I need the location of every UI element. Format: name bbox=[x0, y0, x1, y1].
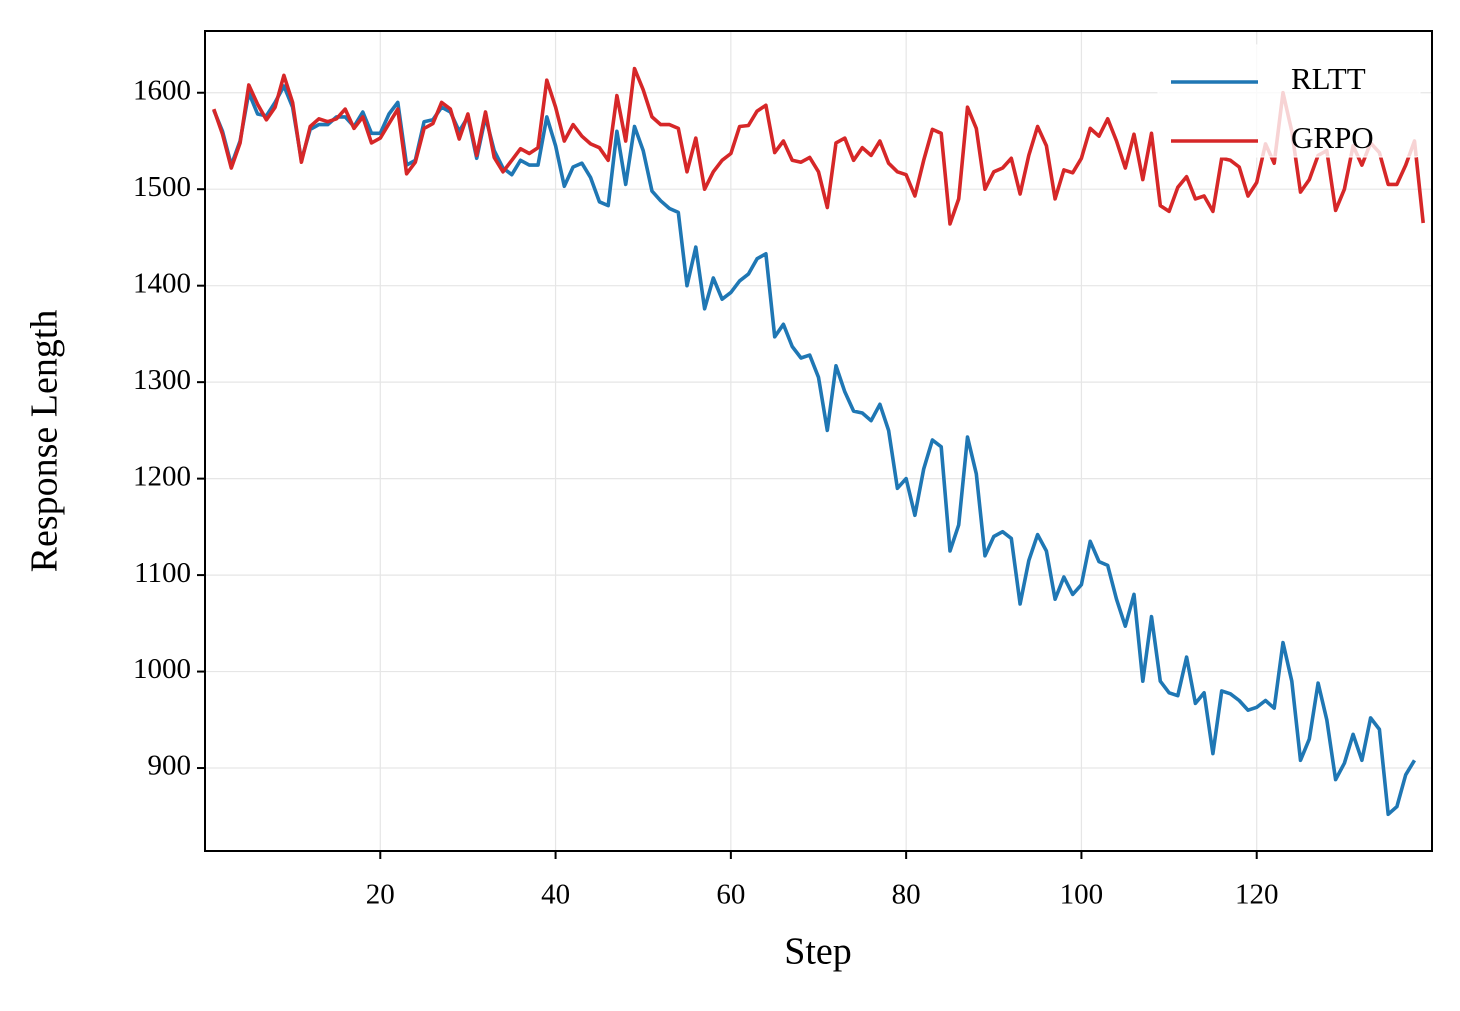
legend-box bbox=[1157, 44, 1421, 158]
x-tick-label: 60 bbox=[716, 879, 745, 911]
x-tick-label: 80 bbox=[892, 879, 921, 911]
y-tick-label: 1000 bbox=[133, 653, 191, 685]
plot-frame bbox=[204, 30, 1433, 852]
x-tick-label: 120 bbox=[1235, 879, 1279, 911]
y-axis-label: Response Length bbox=[24, 310, 66, 573]
y-tick-label: 900 bbox=[148, 750, 192, 782]
line-series bbox=[212, 84, 1417, 817]
y-tick-label: 1100 bbox=[134, 557, 191, 589]
legend-label: RLTT bbox=[1291, 61, 1366, 96]
y-tick-label: 1600 bbox=[133, 74, 191, 106]
legend-label: GRPO bbox=[1291, 120, 1374, 155]
y-tick-label: 1400 bbox=[133, 267, 191, 299]
y-tick-label: 1500 bbox=[133, 171, 191, 203]
y-tick-label: 1300 bbox=[133, 364, 191, 396]
x-tick-label: 100 bbox=[1060, 879, 1104, 911]
x-tick-label: 20 bbox=[366, 879, 395, 911]
x-tick-label: 40 bbox=[541, 879, 570, 911]
x-axis-label: Step bbox=[784, 931, 852, 973]
y-tick-label: 1200 bbox=[133, 460, 191, 492]
line-series bbox=[212, 66, 1425, 226]
